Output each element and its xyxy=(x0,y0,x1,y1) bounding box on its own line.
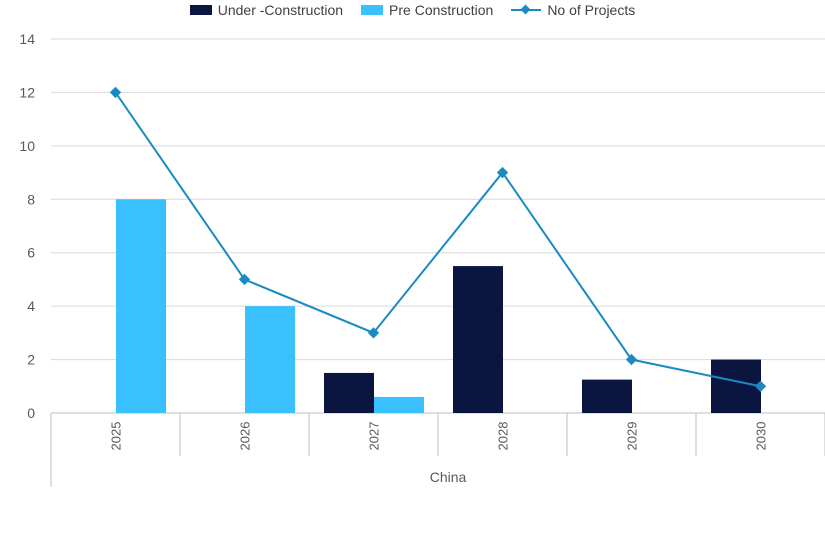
x-tick-label: 2029 xyxy=(625,422,640,451)
y-tick-label: 8 xyxy=(27,191,35,207)
chart-legend: Under -Construction Pre Construction No … xyxy=(0,2,825,18)
line-marker xyxy=(625,353,638,366)
group-label: China xyxy=(430,469,467,485)
line-no-of-projects xyxy=(114,91,761,388)
legend-label-no-of-projects: No of Projects xyxy=(547,2,636,18)
bar-pre-construction xyxy=(245,306,295,413)
y-tick-label: 14 xyxy=(19,31,35,47)
line-marker xyxy=(238,273,251,286)
legend-item-under-construction: Under -Construction xyxy=(189,2,344,18)
bar-under-construction xyxy=(324,372,374,413)
y-tick-label: 2 xyxy=(27,352,35,368)
x-tick-label: 2030 xyxy=(754,422,769,451)
legend-swatch-no-of-projects xyxy=(511,4,542,16)
y-tick-label: 0 xyxy=(27,405,35,421)
legend-label-pre-construction: Pre Construction xyxy=(389,2,494,18)
line-marker xyxy=(367,327,380,339)
bar-pre-construction xyxy=(374,396,424,413)
y-tick-label: 10 xyxy=(19,138,35,154)
line-marker xyxy=(109,86,122,99)
x-tick-label: 2027 xyxy=(367,422,382,451)
legend-swatch-pre-construction xyxy=(361,5,384,15)
legend-item-pre-construction: Pre Construction xyxy=(361,2,493,18)
line-marker xyxy=(496,166,509,179)
bar-under-construction xyxy=(711,359,761,413)
bar-under-construction xyxy=(582,379,632,413)
legend-item-no-of-projects: No of Projects xyxy=(511,2,635,18)
x-tick-label: 2028 xyxy=(496,422,511,451)
y-tick-label: 6 xyxy=(27,245,35,261)
line-marker xyxy=(754,380,767,392)
x-tick-label: 2025 xyxy=(109,422,124,451)
legend-swatch-under-construction xyxy=(189,5,212,15)
bar-pre-construction xyxy=(116,199,166,413)
y-tick-label: 12 xyxy=(19,84,35,100)
x-tick-label: 2026 xyxy=(238,422,253,451)
bar-under-construction xyxy=(453,266,503,413)
legend-label-under-construction: Under -Construction xyxy=(217,2,344,18)
y-tick-label: 4 xyxy=(27,298,35,314)
